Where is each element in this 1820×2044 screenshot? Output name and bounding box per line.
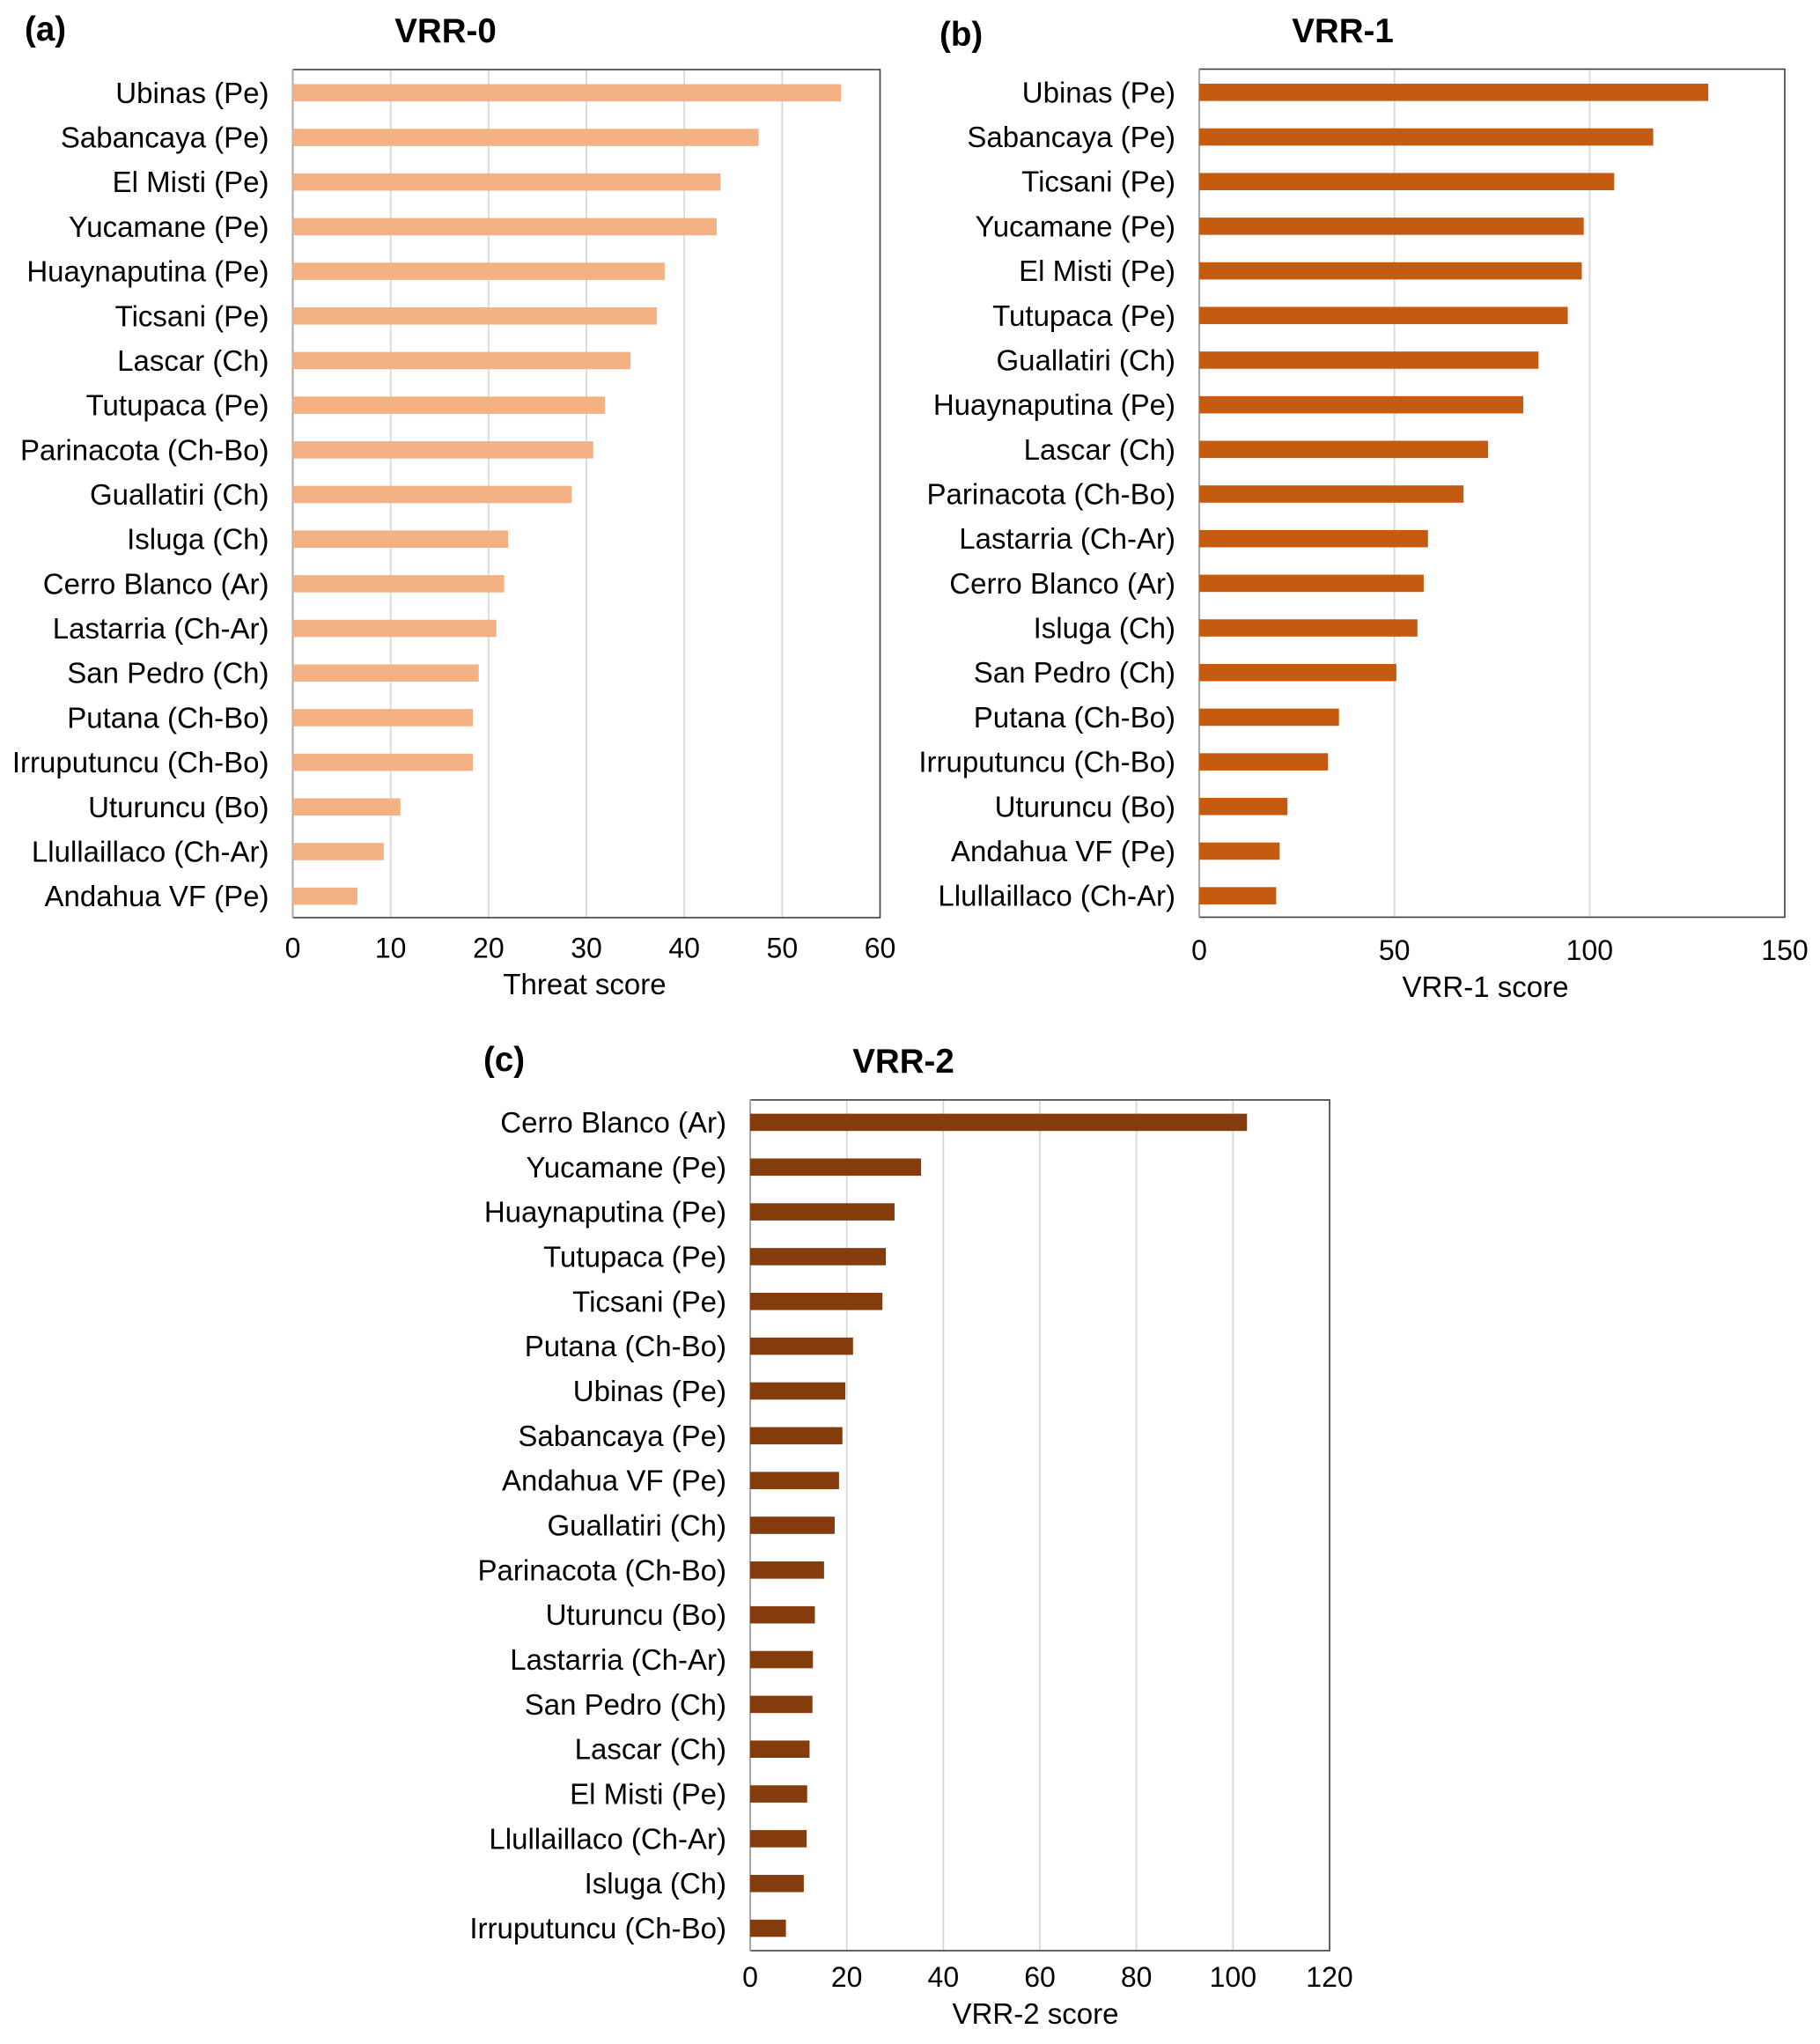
svg-text:50: 50 xyxy=(767,933,799,964)
svg-text:Lascar (Ch): Lascar (Ch) xyxy=(575,1733,726,1766)
svg-text:40: 40 xyxy=(928,1961,960,1993)
svg-text:Irruputuncu (Ch-Bo): Irruputuncu (Ch-Bo) xyxy=(12,746,269,778)
svg-text:Uturuncu (Bo): Uturuncu (Bo) xyxy=(88,791,269,823)
svg-text:Ticsani (Pe): Ticsani (Pe) xyxy=(1021,166,1175,198)
svg-text:Ubinas (Pe): Ubinas (Pe) xyxy=(115,77,269,109)
svg-text:Putana (Ch-Bo): Putana (Ch-Bo) xyxy=(525,1330,726,1362)
svg-text:Sabancaya (Pe): Sabancaya (Pe) xyxy=(61,122,269,154)
svg-text:0: 0 xyxy=(742,1961,758,1993)
svg-text:Huaynaputina (Pe): Huaynaputina (Pe) xyxy=(484,1196,726,1229)
svg-text:Huaynaputina (Pe): Huaynaputina (Pe) xyxy=(933,388,1175,421)
svg-text:Uturuncu (Bo): Uturuncu (Bo) xyxy=(995,790,1175,823)
svg-text:VRR-2 score: VRR-2 score xyxy=(953,1997,1119,2030)
svg-text:10: 10 xyxy=(375,933,407,964)
svg-text:El Misti (Pe): El Misti (Pe) xyxy=(113,166,269,198)
svg-text:Parinacota (Ch-Bo): Parinacota (Ch-Bo) xyxy=(20,433,269,466)
svg-text:Yucamane (Pe): Yucamane (Pe) xyxy=(976,210,1175,242)
svg-text:50: 50 xyxy=(1379,934,1411,966)
svg-text:Tutupaca (Pe): Tutupaca (Pe) xyxy=(543,1240,726,1273)
svg-text:Tutupaca (Pe): Tutupaca (Pe) xyxy=(86,389,269,422)
svg-text:100: 100 xyxy=(1210,1961,1256,1993)
svg-text:San Pedro (Ch): San Pedro (Ch) xyxy=(67,657,269,690)
svg-text:Yucamane (Pe): Yucamane (Pe) xyxy=(69,210,269,243)
svg-text:Ubinas (Pe): Ubinas (Pe) xyxy=(1022,76,1175,108)
svg-text:Guallatiri (Ch): Guallatiri (Ch) xyxy=(547,1509,726,1542)
svg-text:80: 80 xyxy=(1121,1961,1153,1993)
svg-text:Sabancaya (Pe): Sabancaya (Pe) xyxy=(518,1420,726,1452)
svg-text:VRR-1: VRR-1 xyxy=(1292,12,1394,50)
svg-text:San Pedro (Ch): San Pedro (Ch) xyxy=(974,656,1175,689)
svg-text:Ticsani (Pe): Ticsani (Pe) xyxy=(115,299,269,332)
svg-text:El Misti (Pe): El Misti (Pe) xyxy=(1019,255,1175,287)
svg-text:30: 30 xyxy=(571,933,602,964)
svg-text:Isluga (Ch): Isluga (Ch) xyxy=(585,1867,726,1900)
svg-text:Huaynaputina (Pe): Huaynaputina (Pe) xyxy=(26,255,269,288)
svg-text:40: 40 xyxy=(668,933,700,964)
svg-text:Llullaillaco (Ch-Ar): Llullaillaco (Ch-Ar) xyxy=(938,880,1175,912)
svg-text:Cerro Blanco (Ar): Cerro Blanco (Ar) xyxy=(500,1106,726,1139)
svg-text:VRR-1 score: VRR-1 score xyxy=(1403,970,1569,1003)
svg-text:60: 60 xyxy=(865,933,896,964)
svg-text:Putana (Ch-Bo): Putana (Ch-Bo) xyxy=(974,701,1175,734)
svg-text:San Pedro (Ch): San Pedro (Ch) xyxy=(525,1688,726,1721)
svg-text:Parinacota (Ch-Bo): Parinacota (Ch-Bo) xyxy=(478,1553,726,1586)
svg-text:20: 20 xyxy=(473,933,505,964)
svg-text:150: 150 xyxy=(1761,934,1808,966)
svg-text:Irruputuncu (Ch-Bo): Irruputuncu (Ch-Bo) xyxy=(469,1912,726,1944)
svg-text:Lastarria (Ch-Ar): Lastarria (Ch-Ar) xyxy=(510,1643,726,1676)
svg-text:Isluga (Ch): Isluga (Ch) xyxy=(127,523,269,556)
svg-text:Llullaillaco (Ch-Ar): Llullaillaco (Ch-Ar) xyxy=(32,835,269,867)
svg-text:Cerro Blanco (Ar): Cerro Blanco (Ar) xyxy=(43,567,269,600)
svg-text:Parinacota (Ch-Bo): Parinacota (Ch-Bo) xyxy=(927,478,1175,511)
svg-text:Sabancaya (Pe): Sabancaya (Pe) xyxy=(967,121,1175,153)
svg-text:Guallatiri (Ch): Guallatiri (Ch) xyxy=(996,343,1175,376)
svg-text:0: 0 xyxy=(1191,934,1207,966)
svg-text:120: 120 xyxy=(1306,1961,1352,1993)
svg-text:Ticsani (Pe): Ticsani (Pe) xyxy=(572,1285,726,1317)
svg-text:60: 60 xyxy=(1024,1961,1056,1993)
svg-text:Lascar (Ch): Lascar (Ch) xyxy=(1024,433,1175,466)
svg-text:Cerro Blanco (Ar): Cerro Blanco (Ar) xyxy=(949,567,1175,600)
svg-text:Lascar (Ch): Lascar (Ch) xyxy=(117,344,269,377)
svg-text:100: 100 xyxy=(1566,934,1613,966)
svg-text:(b): (b) xyxy=(939,16,983,54)
svg-text:Yucamane (Pe): Yucamane (Pe) xyxy=(527,1151,726,1184)
svg-text:Andahua VF (Pe): Andahua VF (Pe) xyxy=(502,1465,726,1497)
svg-text:Isluga (Ch): Isluga (Ch) xyxy=(1034,612,1175,645)
svg-text:(a): (a) xyxy=(25,11,66,48)
svg-text:Andahua VF (Pe): Andahua VF (Pe) xyxy=(45,880,269,912)
svg-text:Guallatiri (Ch): Guallatiri (Ch) xyxy=(90,478,269,511)
svg-text:Llullaillaco (Ch-Ar): Llullaillaco (Ch-Ar) xyxy=(489,1822,726,1855)
svg-text:El Misti (Pe): El Misti (Pe) xyxy=(570,1778,726,1811)
svg-text:(c): (c) xyxy=(483,1041,525,1079)
svg-text:Tutupaca (Pe): Tutupaca (Pe) xyxy=(992,299,1175,332)
svg-text:Andahua VF (Pe): Andahua VF (Pe) xyxy=(951,835,1175,867)
svg-text:Irruputuncu (Ch-Bo): Irruputuncu (Ch-Bo) xyxy=(918,746,1175,778)
svg-text:Lastarria (Ch-Ar): Lastarria (Ch-Ar) xyxy=(959,522,1175,555)
svg-text:VRR-0: VRR-0 xyxy=(394,12,497,50)
svg-text:20: 20 xyxy=(831,1961,863,1993)
svg-text:VRR-2: VRR-2 xyxy=(852,1043,954,1081)
svg-text:Ubinas (Pe): Ubinas (Pe) xyxy=(573,1375,726,1407)
svg-text:0: 0 xyxy=(285,933,301,964)
svg-text:Uturuncu (Bo): Uturuncu (Bo) xyxy=(546,1598,726,1631)
svg-text:Lastarria (Ch-Ar): Lastarria (Ch-Ar) xyxy=(53,612,269,645)
svg-text:Threat score: Threat score xyxy=(503,968,666,1000)
svg-text:Putana (Ch-Bo): Putana (Ch-Bo) xyxy=(67,701,269,734)
